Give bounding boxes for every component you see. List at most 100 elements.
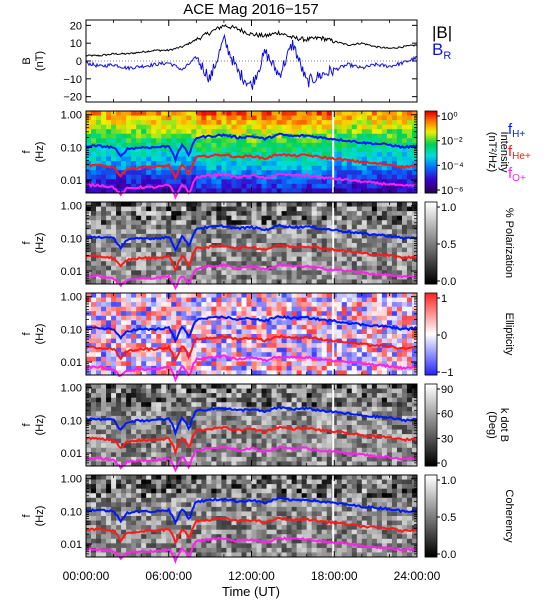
spectrogram-cell [321,443,328,449]
spectrogram-cell [101,393,107,399]
spectrogram-cell [151,138,157,144]
spectrogram-cell [116,315,122,321]
spectrogram-cell [106,252,112,258]
spectrogram-cell [411,293,418,298]
spectrogram-cell [186,411,192,417]
spectrogram-cell [91,420,97,426]
spectrogram-cell [291,402,298,408]
spectrogram-cell [371,170,378,176]
spectrogram-cell [376,461,383,467]
spectrogram-cell [381,261,388,267]
spectrogram-cell [141,261,147,267]
spectrogram-cell [186,311,192,317]
spectrogram-cell [156,224,162,230]
spectrogram-cell [401,270,408,276]
spectrogram-cell [326,120,333,126]
spectrogram-cell [161,170,167,176]
spectrogram-cell [326,274,333,280]
spectrogram-cell [291,147,298,153]
spectrogram-cell [321,252,328,258]
spectrogram-cell [261,220,267,226]
spectrogram-cell [156,252,162,258]
spectrogram-cell [146,443,152,449]
spectrogram-cell [271,161,277,167]
spectrogram-cell [221,252,227,258]
spectrogram-cell [96,461,102,467]
spectrogram-cell [241,293,247,298]
spectrogram-cell [401,120,408,126]
spectrogram-cell [91,411,97,417]
spectrogram-cell [171,138,177,144]
spectrogram-cell [311,270,318,276]
spectrogram-cell [286,347,293,353]
spectrogram-cell [321,229,328,235]
spectrogram-cell [391,220,398,226]
spectrogram-cell [96,315,102,321]
spectrogram-cell [131,215,137,221]
spectrogram-cell [91,329,97,335]
spectrogram-cell [101,142,107,148]
spectrogram-cell [361,247,368,253]
spectrogram-cell [111,393,117,399]
spectrogram-cell [191,456,197,462]
spectrogram-cell [321,415,328,421]
colorbar-segment [425,154,437,157]
spectrogram-cell [196,229,202,235]
spectrogram-cell [156,452,162,458]
spectrogram-cell [396,297,403,303]
colorbar-tick-label: 10⁻⁶ [441,185,464,197]
spectrogram-cell [196,124,202,130]
spectrogram-cell [346,429,353,435]
spectrogram-cell [306,402,313,408]
spectrogram-cell [141,138,147,144]
spectrogram-cell [131,243,137,248]
spectrogram-cell [391,279,398,285]
spectrogram-cell [391,156,398,162]
spectrogram-cell [296,420,303,426]
spectrogram-cell [136,461,142,467]
spectrogram-cell [121,174,127,180]
spectrogram-cell [111,174,117,180]
spectrogram-cell [216,356,222,362]
spectrogram-cell [151,220,157,226]
spectrogram-cell [156,402,162,408]
spectrogram-cell [91,124,97,130]
spectrogram-cell [251,306,257,312]
spectrogram-cell [316,365,323,371]
spectrogram-cell [406,361,413,367]
spectrogram-cell [251,324,257,330]
spectrogram-cell [346,152,353,157]
spectrogram-cell [276,170,282,176]
spectrogram-cell [216,411,222,417]
spectrogram-cell [231,338,237,344]
spectrogram-cell [281,129,288,135]
spectrogram-cell [106,247,112,253]
colorbar-segment [425,226,437,230]
spectrogram-cell [236,324,242,330]
spectrogram-cell [321,461,328,467]
spectrogram-cell [411,124,418,130]
spectrogram-cell [161,347,167,353]
spectrogram-cell [256,165,262,171]
spectrogram-cell [161,311,167,317]
spectrogram-cell [371,429,378,435]
spectrogram-cell [241,270,247,276]
spectrogram-cell [406,297,413,303]
spectrogram-cell [321,111,328,116]
spectrogram-cell [101,406,107,412]
spectrogram-cell [346,170,353,176]
spectrogram-cell [336,129,343,135]
colorbar-segment [425,204,437,207]
spectrogram-cell [91,438,97,444]
spectrogram-cell [166,434,172,440]
spectrogram-cell [121,252,127,258]
spectrogram-cell [126,261,132,267]
spectrogram-cell [141,206,147,212]
spectrogram-cell [201,438,207,444]
spectrogram-cell [401,311,408,317]
spectrogram-cell [371,334,378,339]
series-b-radial-line [85,33,418,90]
spectrogram-cell [266,206,272,212]
spectrogram-cell [376,152,383,157]
y-tick-label: 10 [70,38,82,50]
